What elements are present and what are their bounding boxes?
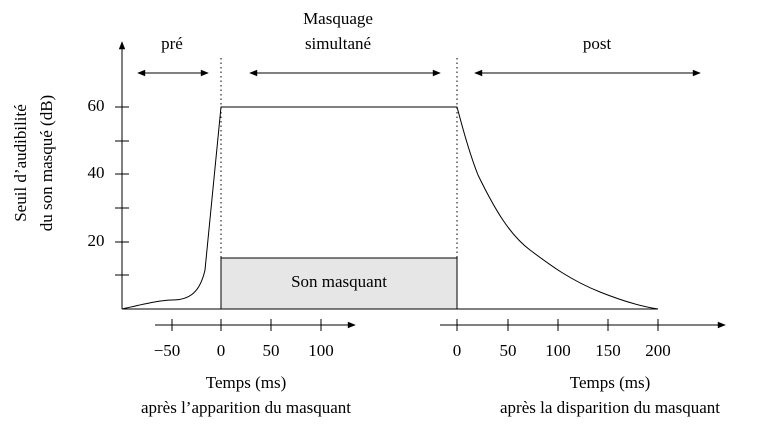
x-tick-label: 50 bbox=[263, 341, 280, 360]
y-tick-label: 20 bbox=[88, 231, 105, 250]
axis-title: Temps (ms) bbox=[206, 373, 287, 392]
left-time-axis: −50 0 50 100 Temps (ms) après l’appariti… bbox=[141, 319, 356, 417]
axis-title: Temps (ms) bbox=[570, 373, 651, 392]
y-axis-label: Seuil d’audibilité bbox=[11, 104, 30, 222]
x-tick-label: 100 bbox=[308, 341, 334, 360]
right-time-axis: 0 50 100 150 200 Temps (ms) après la dis… bbox=[440, 319, 726, 417]
x-tick-label: 200 bbox=[645, 341, 671, 360]
threshold-curve bbox=[121, 106, 659, 310]
axis-subtitle: après la disparition du masquant bbox=[500, 398, 720, 417]
y-tick-label: 40 bbox=[88, 163, 105, 182]
x-tick-label: 150 bbox=[595, 341, 621, 360]
y-tick-label: 60 bbox=[88, 96, 105, 115]
y-axis: 20 40 60 Seuil d’audibilité du son masqu… bbox=[11, 41, 129, 309]
x-tick-label: 0 bbox=[217, 341, 226, 360]
x-tick-label: −50 bbox=[154, 341, 181, 360]
x-tick-label: 100 bbox=[545, 341, 571, 360]
x-tick-label: 0 bbox=[453, 341, 462, 360]
x-tick-label: 50 bbox=[500, 341, 517, 360]
y-axis-label: du son masqué (dB) bbox=[37, 95, 56, 231]
region-label: pré bbox=[161, 34, 183, 53]
region-label: Masquage bbox=[303, 9, 373, 28]
region-label: simultané bbox=[305, 34, 371, 53]
masker-label: Son masquant bbox=[291, 272, 387, 291]
axis-subtitle: après l’apparition du masquant bbox=[141, 398, 351, 417]
region-label: post bbox=[583, 34, 612, 53]
